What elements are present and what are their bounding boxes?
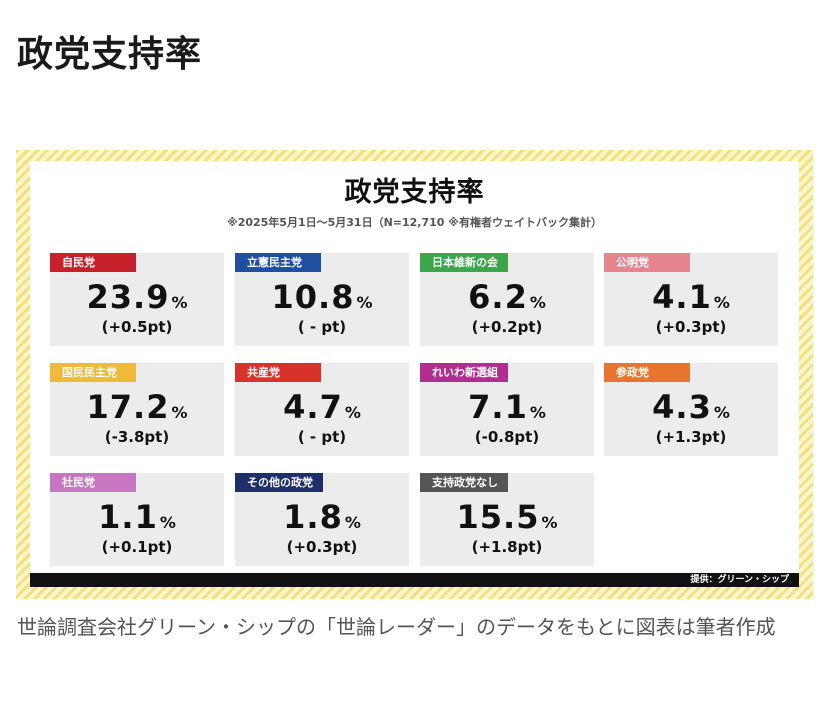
party-card: れいわ新選組 7.1% (-0.8pt)	[420, 363, 594, 456]
support-rate-value: 17.2	[86, 388, 170, 426]
support-rate-change: (-3.8pt)	[104, 428, 170, 446]
support-rate: 4.1%	[604, 279, 778, 321]
support-rate-change: (+0.3pt)	[655, 318, 727, 336]
support-rate-value: 6.2	[468, 278, 528, 316]
figure-panel: 政党支持率 ※2025年5月1日～5月31日（N=12,710 ※有権者ウェイト…	[30, 161, 799, 587]
support-rate-value: 10.8	[271, 278, 355, 316]
support-rate-unit: %	[529, 293, 546, 312]
party-name-tag: 立憲民主党	[235, 253, 321, 272]
support-rate: 1.1%	[50, 499, 224, 541]
support-rate-unit: %	[171, 403, 188, 422]
figure-subtitle: ※2025年5月1日～5月31日（N=12,710 ※有権者ウェイトバック集計）	[227, 216, 602, 229]
party-name-tag: 公明党	[604, 253, 690, 272]
support-rate-unit: %	[713, 293, 730, 312]
credit-text: 提供：グリーン・シップ	[690, 575, 789, 585]
party-name-tag: その他の政党	[235, 473, 323, 492]
party-card: 公明党 4.1% (+0.3pt)	[604, 253, 778, 346]
party-card: 自民党 23.9% (+0.5pt)	[50, 253, 224, 346]
party-name-tag: 支持政党なし	[420, 473, 508, 492]
party-card: 共産党 4.7%( - pt)	[235, 363, 409, 456]
party-name-tag: 日本維新の会	[420, 253, 508, 272]
support-rate-change: (+0.3pt)	[286, 538, 358, 556]
support-rate-unit: %	[713, 403, 730, 422]
support-rate-change: (+0.5pt)	[101, 318, 173, 336]
figure-image: 政党支持率 ※2025年5月1日～5月31日（N=12,710 ※有権者ウェイト…	[16, 150, 813, 599]
party-name-tag: 国民民主党	[50, 363, 136, 382]
support-rate-change: (+0.1pt)	[101, 538, 173, 556]
support-rate-unit: %	[171, 293, 188, 312]
support-rate-value: 7.1	[468, 388, 528, 426]
support-rate-change: ( - pt)	[297, 318, 347, 336]
support-rate: 17.2%	[50, 389, 224, 431]
support-rate-unit: %	[356, 293, 373, 312]
support-rate-value: 4.7	[283, 388, 343, 426]
party-card: その他の政党 1.8% (+0.3pt)	[235, 473, 409, 566]
party-card: 参政党 4.3% (+1.3pt)	[604, 363, 778, 456]
support-rate-change: (-0.8pt)	[474, 428, 540, 446]
support-rate-change: (+1.3pt)	[655, 428, 727, 446]
support-rate-value: 1.8	[283, 498, 343, 536]
support-rate-change: (+0.2pt)	[471, 318, 543, 336]
support-rate: 7.1%	[420, 389, 594, 431]
support-rate-value: 4.1	[652, 278, 712, 316]
support-rate-unit: %	[529, 403, 546, 422]
support-rate-change: ( - pt)	[297, 428, 347, 446]
support-rate: 4.3%	[604, 389, 778, 431]
page-title: 政党支持率	[17, 34, 203, 75]
support-rate: 4.7%	[235, 389, 409, 431]
figure-title: 政党支持率	[344, 177, 485, 208]
party-name-tag: れいわ新選組	[420, 363, 508, 382]
party-card: 国民民主党 17.2% (-3.8pt)	[50, 363, 224, 456]
figure-caption: 世論調査会社グリーン・シップの「世論レーダー」のデータをもとに図表は筆者作成	[17, 615, 776, 639]
support-rate: 1.8%	[235, 499, 409, 541]
party-name-tag: 社民党	[50, 473, 136, 492]
party-card: 日本維新の会 6.2% (+0.2pt)	[420, 253, 594, 346]
support-rate-value: 1.1	[98, 498, 158, 536]
support-rate: 23.9%	[50, 279, 224, 321]
support-rate-value: 23.9	[86, 278, 170, 316]
party-name-tag: 参政党	[604, 363, 690, 382]
support-rate-value: 15.5	[456, 498, 540, 536]
party-name-tag: 共産党	[235, 363, 321, 382]
party-card: 支持政党なし 15.5% (+1.8pt)	[420, 473, 594, 566]
support-rate-value: 4.3	[652, 388, 712, 426]
support-rate: 10.8%	[235, 279, 409, 321]
support-rate: 6.2%	[420, 279, 594, 321]
support-rate-unit: %	[344, 513, 361, 532]
support-rate-unit: %	[344, 403, 361, 422]
support-rate: 15.5%	[420, 499, 594, 541]
party-card: 社民党 1.1% (+0.1pt)	[50, 473, 224, 566]
support-rate-change: (+1.8pt)	[471, 538, 543, 556]
party-name-tag: 自民党	[50, 253, 136, 272]
credit-bar: 提供：グリーン・シップ	[30, 573, 799, 587]
support-rate-unit: %	[541, 513, 558, 532]
party-card: 立憲民主党 10.8%( - pt)	[235, 253, 409, 346]
support-rate-unit: %	[159, 513, 176, 532]
